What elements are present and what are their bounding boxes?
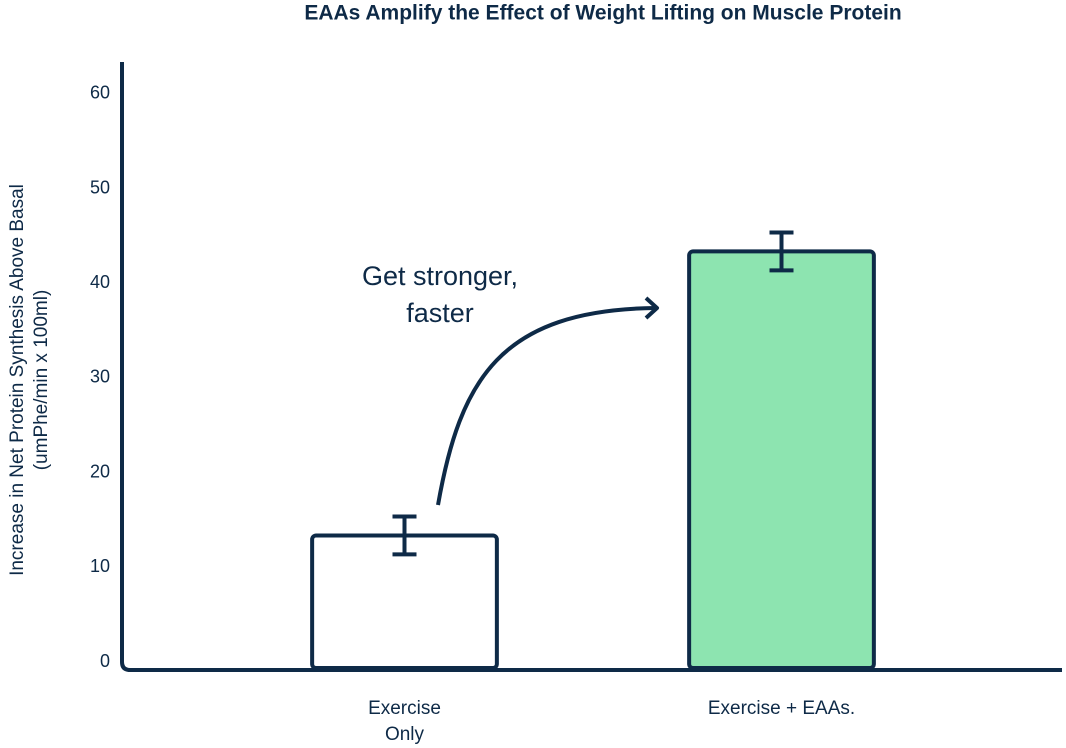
y-tick-label: 20 <box>90 461 110 481</box>
y-tick-label: 40 <box>90 272 110 292</box>
y-tick-label: 60 <box>90 83 110 103</box>
y-axis-label: (umPhe/min x 100ml) <box>31 290 52 471</box>
axes <box>120 62 1062 672</box>
y-tick-label: 30 <box>90 367 110 387</box>
x-tick-label: Exercise Only <box>368 698 441 745</box>
y-tick-label: 10 <box>90 556 110 576</box>
arrow-head <box>644 296 659 320</box>
chart-title: EAAs Amplify the Effect of Weight Liftin… <box>304 2 901 25</box>
y-tick-label: 0 <box>100 651 110 671</box>
annotation-arrow <box>436 306 656 506</box>
annotation: Get stronger, faster <box>361 261 519 328</box>
y-axis-label: Increase in Net Protein Synthesis Above … <box>7 184 28 576</box>
y-tick-label: 50 <box>90 177 110 197</box>
x-tick-label: Exercise + EAAs. <box>707 698 856 719</box>
bar <box>687 249 876 670</box>
